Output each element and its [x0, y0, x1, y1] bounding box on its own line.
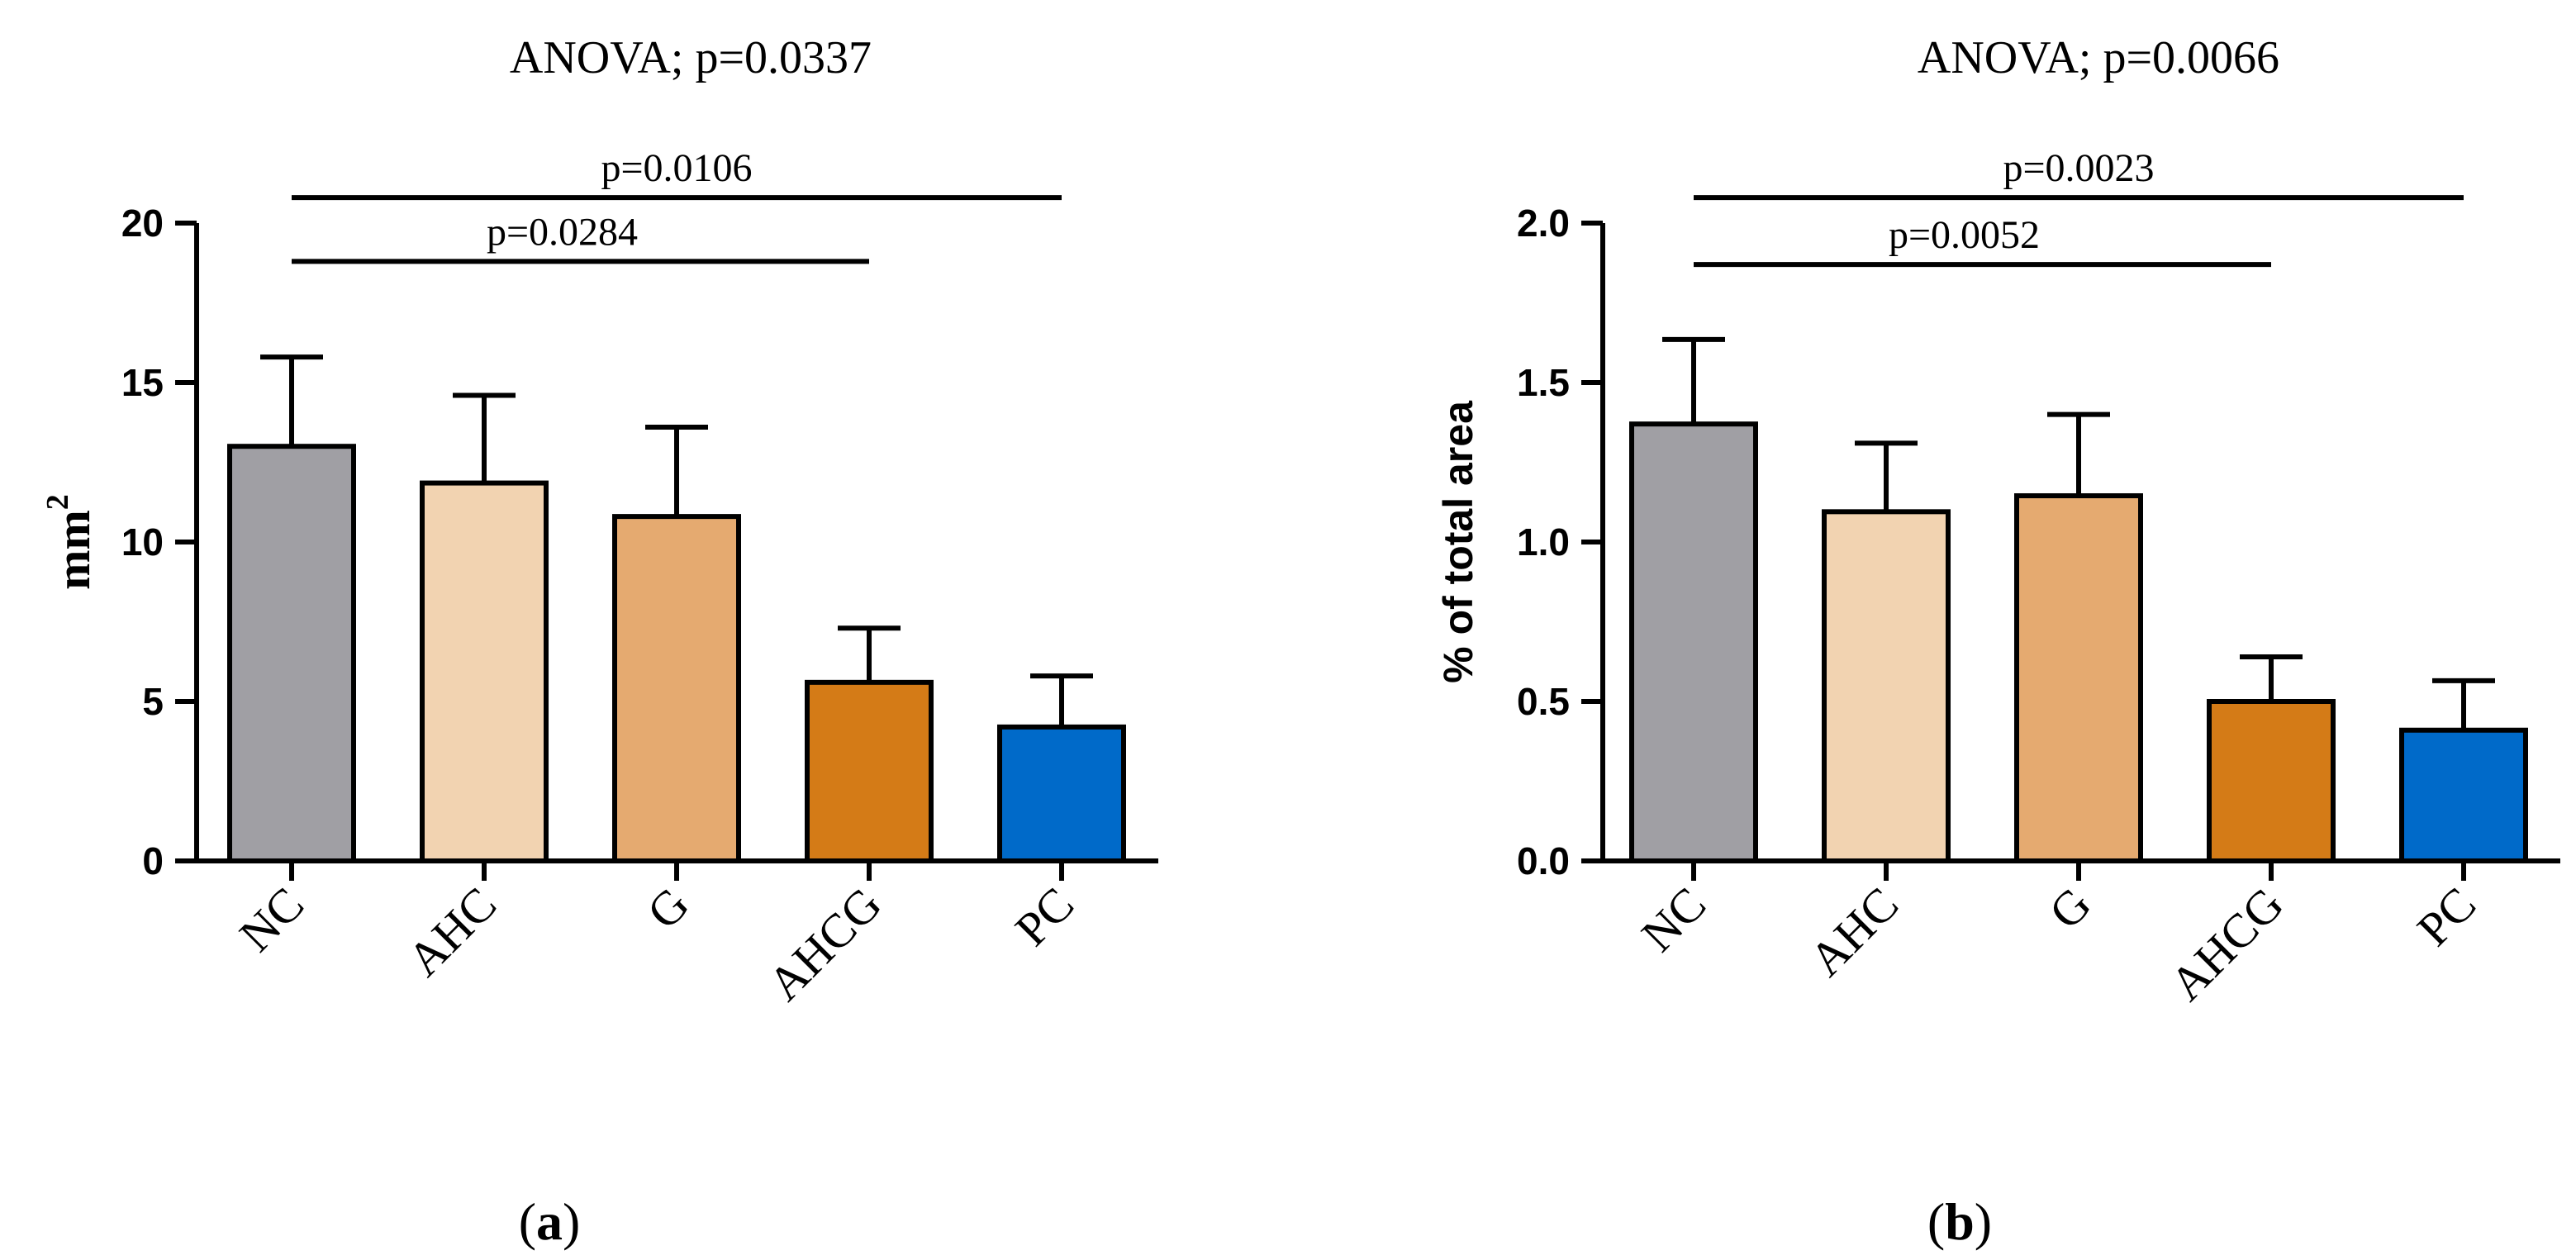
category-label: PC — [2407, 877, 2486, 956]
panel-label: (b) — [1927, 1192, 1992, 1251]
bar-PC — [2399, 727, 2528, 863]
y-axis-label: % of total area — [1435, 400, 1481, 683]
bar-NC — [227, 444, 356, 863]
y-tick-label: 1.5 — [1517, 361, 1570, 404]
category-label: AHCG — [758, 877, 891, 1010]
y-tick-label: 2.0 — [1517, 202, 1570, 245]
y-tick-label: 0.5 — [1517, 680, 1570, 723]
y-tick-label: 10 — [121, 521, 164, 563]
category-label: AHC — [1799, 877, 1909, 987]
bar-PC — [997, 724, 1126, 863]
panel-label: (a) — [519, 1192, 581, 1251]
bar-AHC — [420, 480, 549, 864]
y-tick-label: 1.0 — [1517, 521, 1570, 563]
panel-label-close: ) — [563, 1192, 580, 1251]
panel-label-open: ( — [519, 1192, 536, 1251]
category-label: AHCG — [2160, 877, 2293, 1010]
significance-label: p=0.0284 — [487, 210, 638, 254]
category-label: AHC — [397, 877, 507, 987]
category-label: PC — [1005, 877, 1084, 956]
chart-title: ANOVA; p=0.0066 — [1918, 32, 2279, 83]
significance-label: p=0.0106 — [601, 146, 752, 190]
y-axis-label-superscript: 2 — [40, 494, 75, 510]
panel-label-close: ) — [1975, 1192, 1992, 1251]
y-tick-label: 0.0 — [1517, 839, 1570, 882]
y-tick-label: 20 — [121, 202, 164, 245]
significance-label: p=0.0052 — [1889, 213, 2040, 257]
bar-G — [2014, 493, 2143, 864]
bar-AHCG — [805, 679, 934, 864]
panel-label-letter: b — [1945, 1192, 1975, 1251]
category-label: G — [2039, 877, 2102, 939]
chart-title: ANOVA; p=0.0337 — [510, 32, 872, 83]
category-label: NC — [1631, 877, 1716, 962]
y-tick-label: 0 — [142, 839, 164, 882]
category-label: G — [637, 877, 700, 939]
panel-label-open: ( — [1927, 1192, 1945, 1251]
y-tick-label: 15 — [121, 361, 164, 404]
panel-label-letter: a — [536, 1192, 563, 1251]
significance-label: p=0.0023 — [2003, 146, 2154, 190]
bar-AHCG — [2207, 699, 2336, 863]
chart-panel-b: ANOVA; p=0.0066 0.0 0.5 1.0 1.5 2.0 % of total… — [1435, 32, 2560, 1251]
bar-NC — [1629, 421, 1758, 863]
category-label: NC — [229, 877, 314, 962]
y-tick-label: 5 — [142, 680, 164, 723]
y-axis-label: mm2 — [40, 494, 100, 590]
bar-AHC — [1822, 509, 1951, 864]
bar-G — [612, 514, 741, 863]
